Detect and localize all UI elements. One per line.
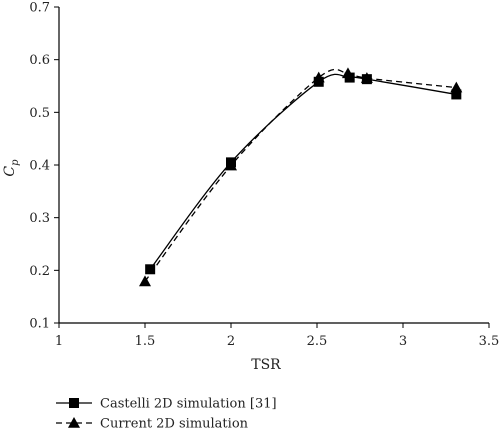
series-line (144, 68, 457, 282)
data-point (341, 67, 354, 79)
data-point (450, 81, 463, 93)
legend-item: Current 2D simulation (56, 417, 249, 429)
y-tick-label: 0.5 (29, 106, 50, 121)
series-current (139, 67, 463, 287)
data-point (360, 72, 373, 83)
data-point (451, 89, 462, 100)
y-tick-label: 0.1 (29, 317, 50, 332)
data-point (225, 159, 237, 171)
series-castelli (145, 72, 462, 275)
plot-frame (58, 7, 489, 324)
x-tick-label: 1.5 (135, 334, 156, 349)
y-axis-label: Cp (2, 159, 21, 177)
series-line (149, 73, 457, 270)
y-axis-title: Cp (2, 159, 21, 177)
x-tick-label: 3 (399, 334, 407, 349)
y-axis: 0.1 0.2 0.3 0.4 0.5 0.6 0.7 (29, 1, 59, 332)
data-point (139, 275, 151, 287)
legend-marker (69, 398, 79, 408)
data-point (145, 264, 156, 275)
legend-marker (68, 417, 80, 428)
x-axis-label: TSR (251, 357, 281, 373)
y-tick-label: 0.4 (29, 159, 50, 174)
legend-label: Castelli 2D simulation [31] (100, 397, 277, 412)
y-tick-label: 0.7 (29, 1, 50, 16)
y-tick-label: 0.2 (29, 264, 50, 279)
legend-label: Current 2D simulation (100, 417, 249, 429)
y-tick-label: 0.3 (29, 211, 50, 226)
series-layer (139, 67, 463, 287)
legend: Castelli 2D simulation [31] Current 2D si… (56, 397, 277, 429)
y-tick-label: 0.6 (29, 53, 50, 68)
x-tick-label: 1 (55, 334, 63, 349)
x-tick-label: 3.5 (479, 334, 500, 349)
legend-item: Castelli 2D simulation [31] (56, 397, 277, 412)
x-axis: 1 1.5 2 2.5 3 3.5 (55, 323, 499, 349)
x-tick-label: 2.5 (307, 334, 328, 349)
data-point (312, 71, 325, 83)
x-tick-label: 2 (227, 334, 235, 349)
